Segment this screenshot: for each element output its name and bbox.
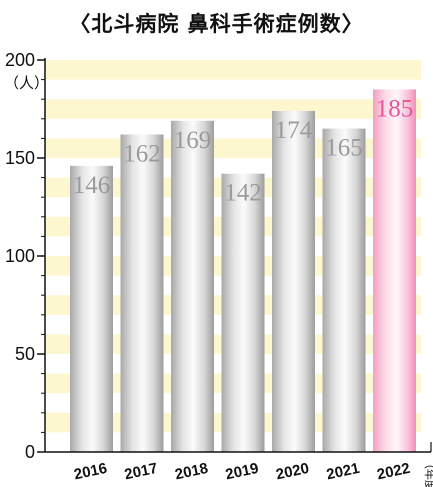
y-tick-label: 150 — [5, 148, 35, 168]
bar-2021 — [322, 128, 366, 452]
bar-2017 — [120, 134, 164, 453]
x-tick-label: 2018 — [173, 460, 209, 484]
bar-value-label: 162 — [123, 140, 161, 167]
x-tick-label: 2022 — [375, 460, 411, 484]
x-tick-label: 2021 — [325, 460, 361, 484]
bar-value-label: 185 — [376, 95, 414, 122]
bar-2020 — [272, 110, 315, 453]
x-tick-label: 2019 — [224, 460, 260, 484]
bar-value-label: 169 — [174, 127, 212, 154]
bar-2019 — [221, 173, 265, 452]
x-tick-label: 2020 — [274, 460, 310, 484]
bar-value-label: 174 — [275, 117, 313, 144]
grid-band — [45, 60, 421, 80]
x-tick-label: 2016 — [72, 460, 108, 484]
bar-value-label: 146 — [73, 172, 111, 199]
y-tick-label: 100 — [5, 246, 35, 266]
bar-2022 — [373, 89, 416, 453]
chart-title: 〈北斗病院 鼻科手術症例数〉 — [69, 12, 364, 36]
bar-value-label: 165 — [325, 135, 363, 162]
y-tick-label: 200 — [5, 50, 35, 70]
bar-2016 — [70, 165, 113, 452]
x-axis-unit: （年度） — [423, 458, 433, 487]
bar-2018 — [171, 120, 214, 452]
y-tick-label: 50 — [15, 344, 35, 364]
x-tick-label: 2017 — [123, 460, 159, 484]
y-axis-unit: （人） — [4, 74, 49, 92]
y-tick-label: 0 — [25, 442, 35, 462]
bar-value-label: 142 — [224, 180, 262, 207]
grid-band — [45, 99, 421, 119]
